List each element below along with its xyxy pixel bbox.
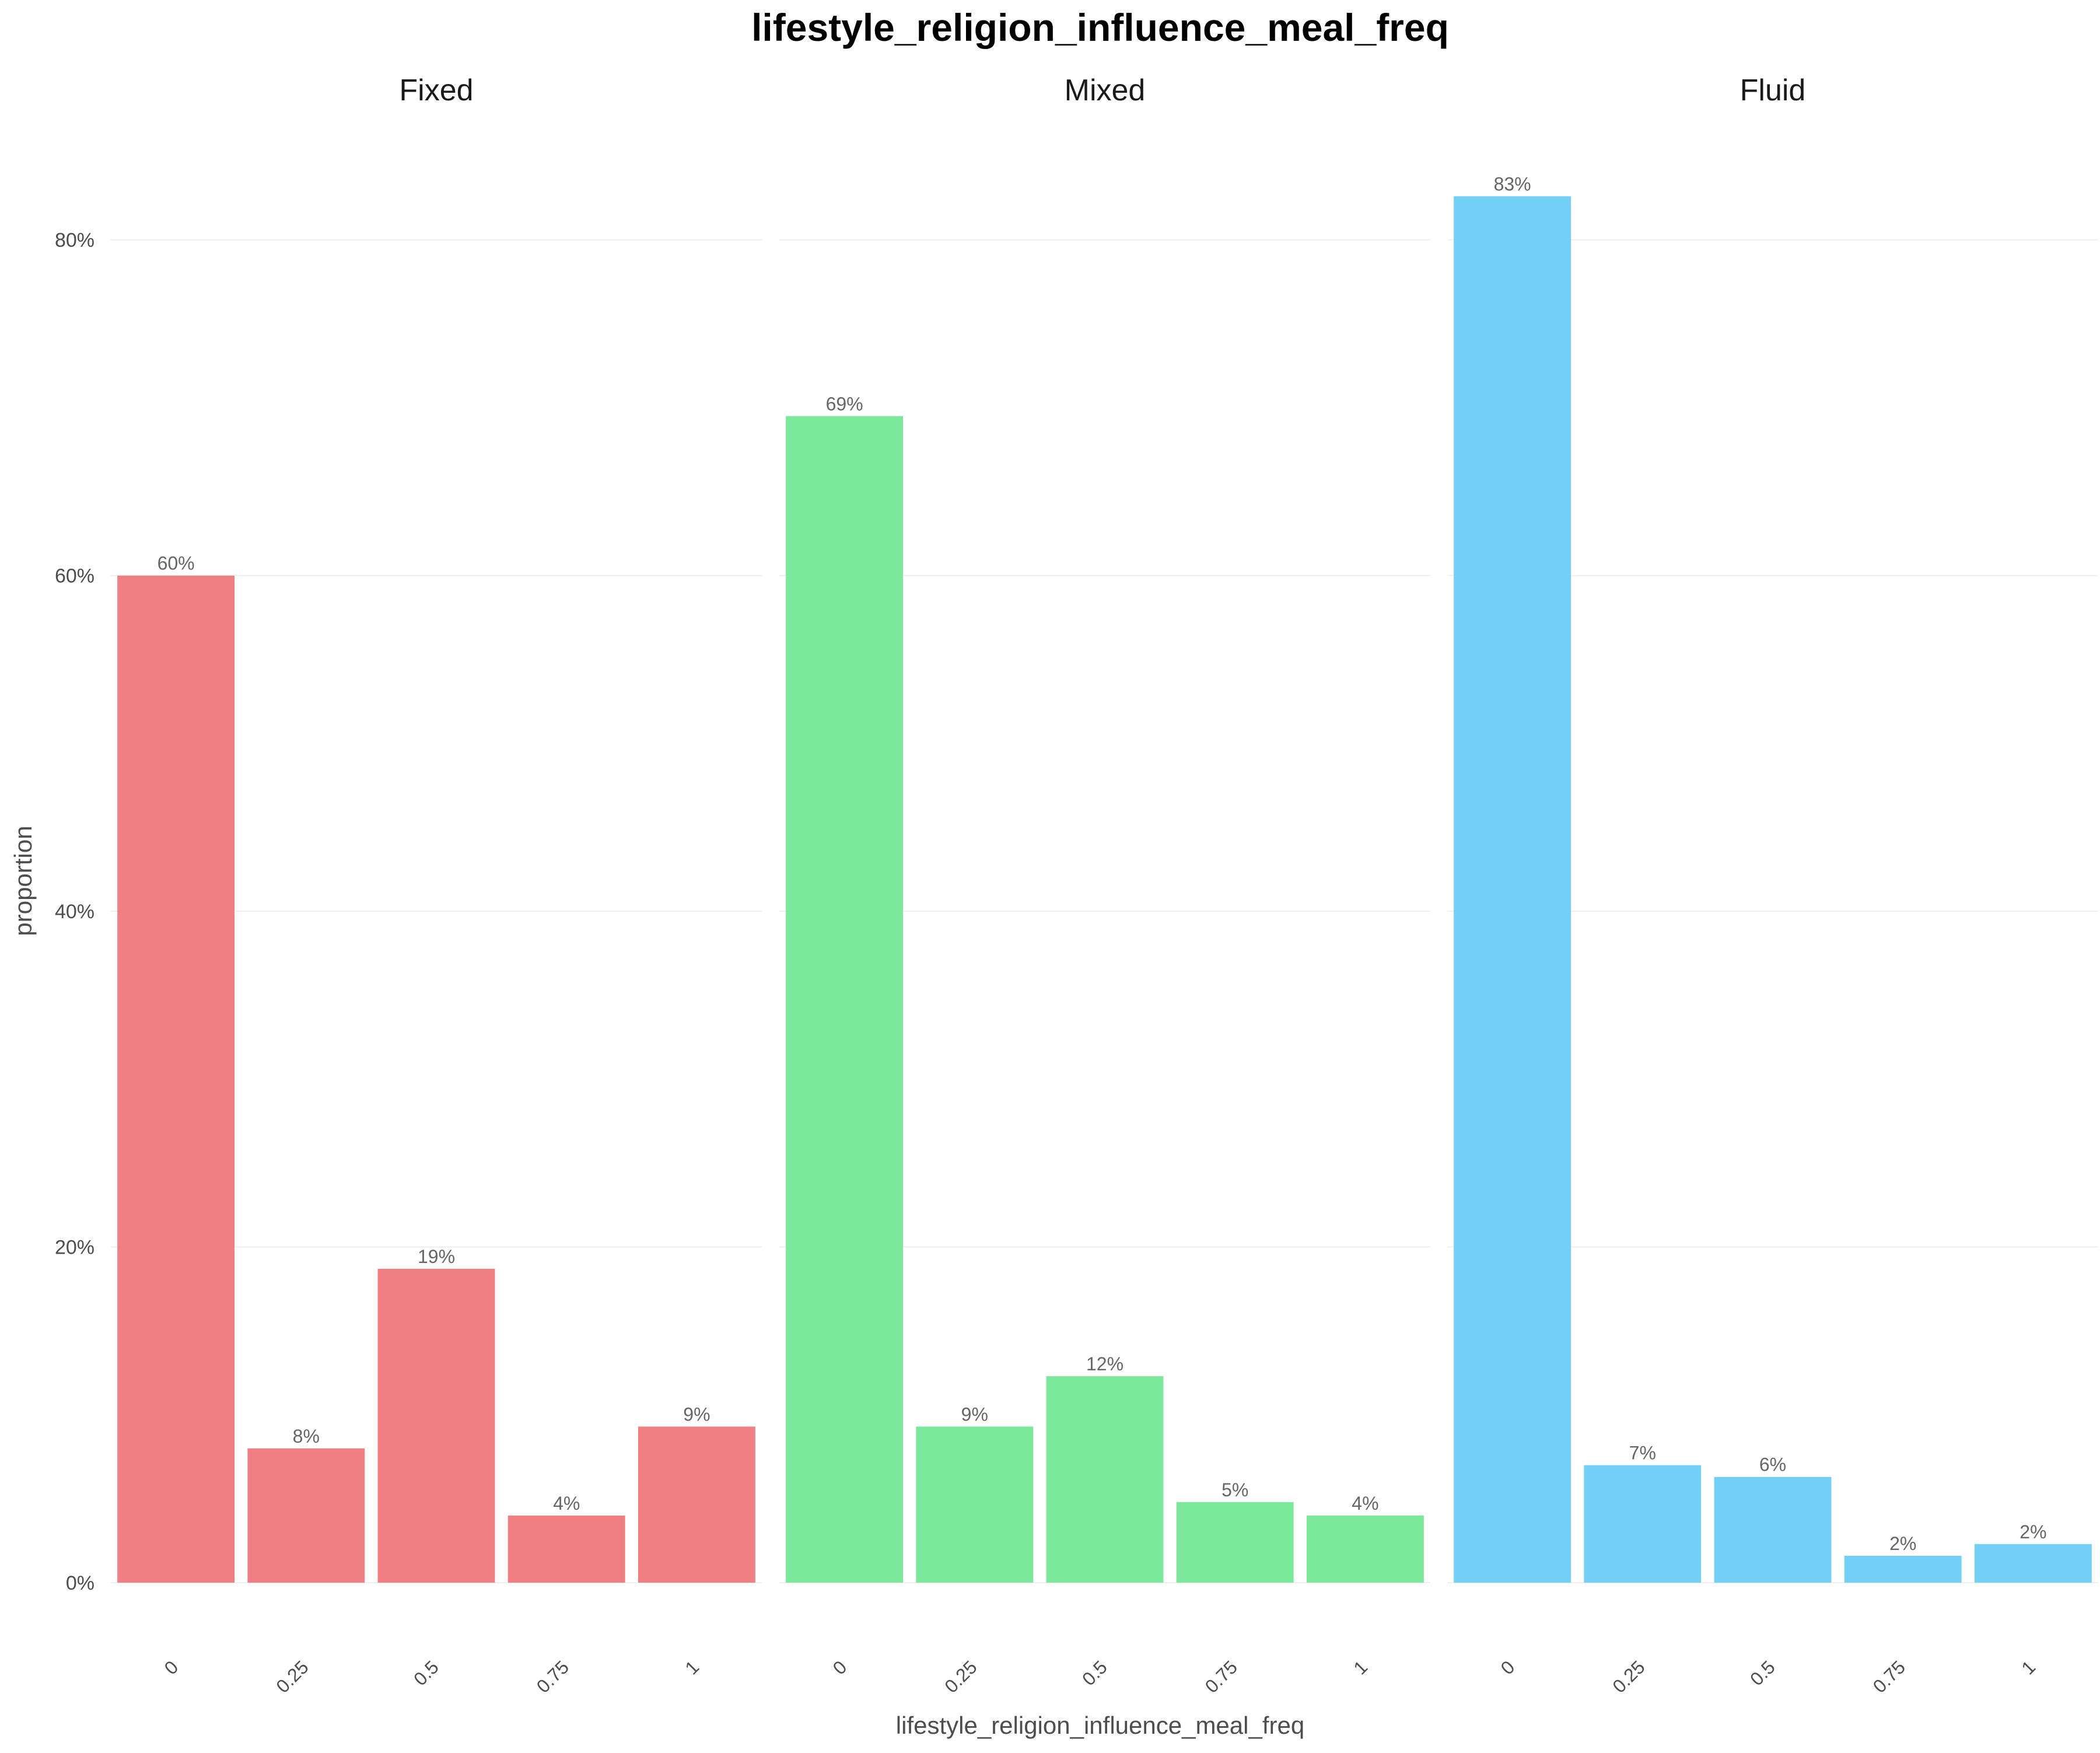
bar xyxy=(786,416,904,1583)
bar xyxy=(1046,1376,1164,1583)
facet-panel-mixed: Mixed 69% 0 9% 0.25 12% 0.5 5% 0.75 4% 1 xyxy=(779,74,1430,1697)
bar-value-label: 83% xyxy=(1494,173,1531,194)
bar-value-label: 2% xyxy=(2020,1521,2046,1542)
x-tick-label: 0.75 xyxy=(533,1656,573,1696)
bar xyxy=(247,1448,365,1583)
y-tick-label: 80% xyxy=(55,229,94,251)
bar-value-label: 12% xyxy=(1086,1353,1124,1374)
bar xyxy=(1844,1555,1962,1583)
y-tick-label: 40% xyxy=(55,901,94,923)
facet-title: Fixed xyxy=(399,74,473,107)
bar-value-label: 8% xyxy=(293,1426,320,1447)
x-tick-label: 0 xyxy=(1497,1656,1519,1678)
x-axis-label: lifestyle_religion_influence_meal_freq xyxy=(896,1712,1304,1739)
bar-value-label: 7% xyxy=(1629,1443,1656,1464)
facet-panel-fluid: Fluid 83% 0 7% 0.25 6% 0.5 2% 0.75 2% 1 xyxy=(1447,74,2098,1697)
x-tick-label: 1 xyxy=(2017,1656,2039,1678)
bar-value-label: 9% xyxy=(683,1404,710,1425)
bar-value-label: 60% xyxy=(158,553,195,574)
facet-title: Fluid xyxy=(1740,74,1806,107)
y-tick-label: 0% xyxy=(66,1572,94,1594)
y-tick-label: 60% xyxy=(55,565,94,587)
facet-panel-fixed: Fixed 60% 0 8% 0.25 19% 0.5 4% 0.75 9% 1 xyxy=(111,74,762,1697)
bar-value-label: 4% xyxy=(553,1493,580,1514)
x-tick-label: 1 xyxy=(1349,1656,1371,1678)
x-tick-label: 0.5 xyxy=(410,1656,443,1689)
bar xyxy=(1584,1465,1702,1583)
x-tick-label: 0.25 xyxy=(940,1656,981,1696)
x-tick-label: 1 xyxy=(681,1656,703,1678)
y-axis-label: proportion xyxy=(9,825,37,936)
bar xyxy=(1974,1544,2092,1583)
bar-value-label: 5% xyxy=(1222,1479,1248,1500)
bar-value-label: 4% xyxy=(1352,1493,1378,1514)
x-tick-label: 0.5 xyxy=(1746,1656,1779,1689)
x-tick-label: 0.75 xyxy=(1201,1656,1241,1696)
bar-value-label: 6% xyxy=(1759,1454,1786,1475)
bar xyxy=(117,575,235,1583)
x-tick-label: 0.5 xyxy=(1078,1656,1111,1689)
bar xyxy=(638,1426,755,1583)
x-tick-label: 0.75 xyxy=(1869,1656,1909,1696)
bar xyxy=(1714,1476,1832,1583)
y-tick-label: 20% xyxy=(55,1237,94,1259)
bar xyxy=(1306,1515,1424,1583)
facet-title: Mixed xyxy=(1065,74,1146,107)
bar xyxy=(1176,1502,1294,1583)
bar xyxy=(377,1268,495,1583)
facet-panels: 0%20%40%60%80%Fixed60%08%0.2519%0.54%0.7… xyxy=(55,74,2098,1697)
x-tick-label: 0 xyxy=(160,1656,183,1678)
bar-value-label: 9% xyxy=(961,1404,988,1425)
x-tick-label: 0.25 xyxy=(1608,1656,1648,1696)
chart-title: lifestyle_religion_influence_meal_freq xyxy=(751,6,1449,49)
bar-value-label: 69% xyxy=(826,393,863,414)
x-tick-label: 0 xyxy=(829,1656,851,1678)
bar-value-label: 19% xyxy=(418,1246,455,1267)
bar xyxy=(508,1515,625,1583)
x-tick-label: 0.25 xyxy=(272,1656,312,1696)
bar xyxy=(1454,196,1572,1583)
bar-value-label: 2% xyxy=(1889,1533,1916,1554)
bar xyxy=(916,1426,1034,1583)
